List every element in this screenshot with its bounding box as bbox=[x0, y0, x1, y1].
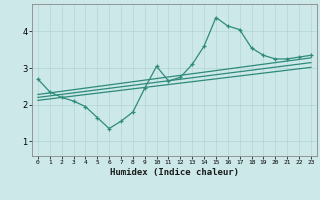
X-axis label: Humidex (Indice chaleur): Humidex (Indice chaleur) bbox=[110, 168, 239, 177]
